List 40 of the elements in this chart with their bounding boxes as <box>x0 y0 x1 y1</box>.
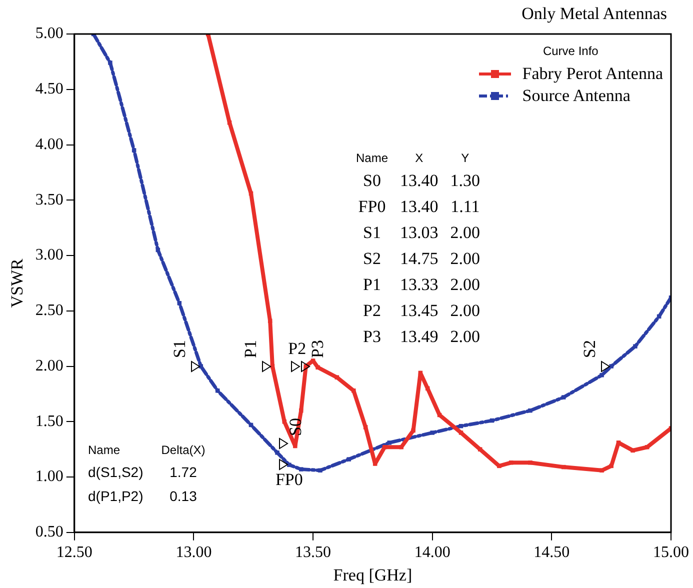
y-tick-label: 2.50 <box>35 302 64 320</box>
legend-title: Curve Info <box>542 44 600 58</box>
legend-label: Source Antenna <box>522 86 630 106</box>
x-tick-label: 14.00 <box>414 544 450 562</box>
y-tick-label: 1.50 <box>35 412 64 430</box>
y-tick-label: 4.00 <box>35 136 64 153</box>
y-tick-label: 5.00 <box>35 25 64 42</box>
annotation: P1 <box>241 340 260 358</box>
annotation: S0 <box>286 418 306 436</box>
x-tick-label: 15.00 <box>653 544 689 562</box>
x-tick-label: 13.00 <box>176 544 212 562</box>
y-tick-label: 2.00 <box>35 357 64 374</box>
annotation: S2 <box>580 340 600 358</box>
annotation: P1 13.33 2.00 <box>362 274 482 296</box>
text: d(S1,S2) 1.72 <box>88 464 197 480</box>
x-axis-title: Freq [GHz] <box>333 565 412 584</box>
x-tick-label: 12.50 <box>56 544 92 562</box>
text: d(P1,P2) 0.13 <box>88 488 197 504</box>
annotation: P3 13.49 2.00 <box>362 326 482 348</box>
annotation: S1 <box>170 340 189 358</box>
annotation: S0 13.40 1.30 <box>362 170 482 192</box>
annotation: S1 13.03 2.00 <box>362 222 482 244</box>
legend-label: Fabry Perot Antenna <box>522 64 663 84</box>
y-tick-label: 3.50 <box>35 191 64 208</box>
y-tick-label: 4.50 <box>35 80 64 98</box>
y-tick-label: 3.00 <box>35 246 64 264</box>
x-tick-label: 13.50 <box>295 544 332 562</box>
annotation: FP0 13.40 1.11 <box>357 196 481 218</box>
annotation: FP0 <box>274 470 304 489</box>
annotation: P2 <box>288 339 306 358</box>
x-tick-label: 14.50 <box>534 544 570 562</box>
y-axis-title: VSWR <box>8 258 27 308</box>
annotation: P3 <box>308 340 327 358</box>
y-tick-label: 1.00 <box>35 468 64 486</box>
chart-title: Only Metal Antennas <box>522 4 667 24</box>
annotation: S2 14.75 2.00 <box>362 248 482 270</box>
text: Name Delta(X) <box>88 443 206 457</box>
y-tick-label: 0.50 <box>35 524 64 541</box>
text: Name X Y <box>356 151 470 165</box>
annotation: P2 13.45 2.00 <box>362 300 482 322</box>
